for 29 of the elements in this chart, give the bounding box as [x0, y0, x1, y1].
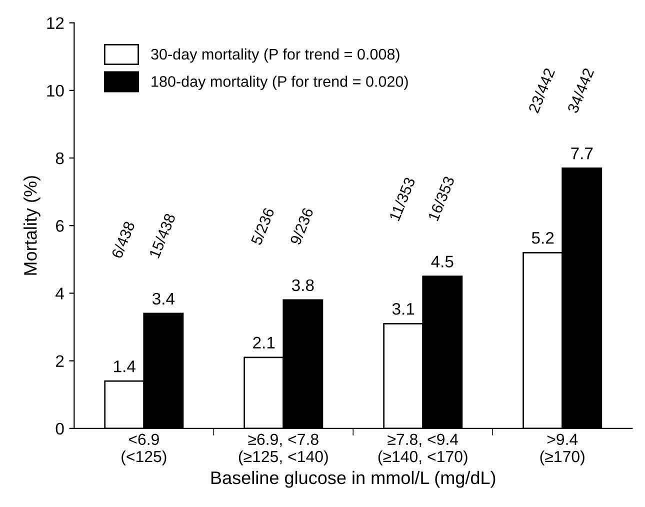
annotation: 5/236: [250, 207, 275, 246]
y-tick-label: 0: [56, 422, 64, 435]
data-label: 3.8: [292, 279, 314, 292]
x-tick-label: >9.4 (≥170): [540, 434, 584, 466]
y-tick-label: 4: [56, 288, 64, 300]
data-label: 1.4: [114, 360, 136, 372]
annotation: 6/438: [110, 220, 136, 259]
x-tick-label: ≥7.8, <9.4 (≥140, <170): [378, 434, 468, 466]
legend-label: 30-day mortality (P for trend = 0.008): [151, 48, 400, 63]
y-tick-label: 8: [56, 152, 64, 164]
data-label: 2.1: [253, 336, 275, 348]
data-label: 3.1: [392, 302, 414, 315]
data-label: 4.5: [431, 256, 454, 268]
annotation: 11/353: [388, 176, 416, 222]
y-tick-label: 12: [47, 17, 64, 29]
x-axis-title: Baseline glucose in mmol/L (mg/dL): [211, 470, 496, 488]
annotation: 16/353: [427, 176, 455, 222]
data-label: 7.7: [571, 148, 593, 160]
annotation: 9/236: [289, 207, 314, 246]
annotation: 15/438: [148, 212, 176, 259]
y-tick-label: 6: [56, 220, 64, 232]
legend-label: 180-day mortality (P for trend = 0.020): [152, 76, 408, 90]
x-tick-label: <6.9 (<125): [122, 434, 166, 466]
data-label: 3.4: [152, 292, 175, 305]
y-tick-label: 10: [47, 84, 64, 97]
data-label: 5.2: [532, 232, 554, 244]
y-axis-title: Mortality (%): [24, 176, 40, 275]
x-tick-label: ≥6.9, <7.8 (≥125, <140): [238, 434, 328, 466]
y-tick-label: 2: [56, 355, 64, 367]
